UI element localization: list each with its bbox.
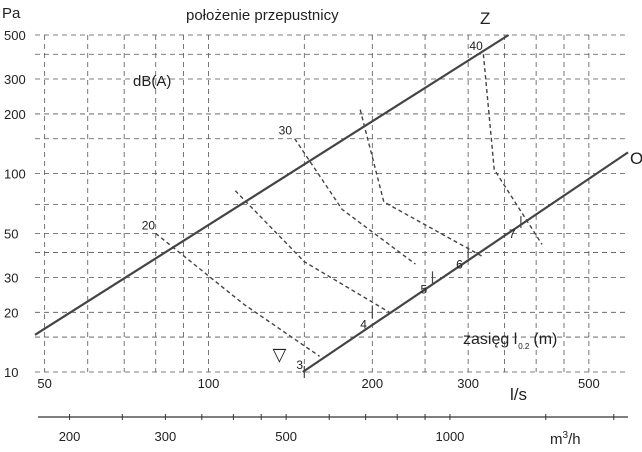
x2-tick-label: 200 [59,429,81,444]
noise-curve [482,54,543,245]
y-tick-label: 500 [4,28,26,43]
damper-lines [34,34,629,420]
throw-label-subscript: 0.2 [518,342,530,351]
throw-mark-label: 3 [296,358,303,372]
y-tick-label: 100 [4,167,26,182]
damper-line [302,151,629,373]
noise-curve-label: 40 [469,39,483,53]
noise-curve-label: 20 [142,218,156,232]
throw-label-text: zasięg l [463,331,517,348]
grid [35,34,628,373]
x2-axis-title: m3/h [550,430,581,448]
x-tick-label: 500 [578,376,600,391]
x2-tick-label: 500 [275,429,297,444]
noise-curve [294,138,416,265]
y-tick-label: 20 [4,305,18,320]
y-tick-label: 300 [4,72,26,87]
throw-mark-label: 4 [360,317,367,331]
throw-mark-label: 5 [420,282,427,296]
throw-mark-label: 7 [509,227,516,241]
x2-axis-title-sup: 3 [563,430,569,441]
x2-tick-label: 1000 [435,429,464,444]
noise-curve-interior [234,190,390,313]
throw-label: zasięg l0.2 (m) [463,331,557,351]
x-tick-label: 200 [361,376,383,391]
y-tick-label: 200 [4,107,26,122]
x2-tick-label: 300 [155,429,177,444]
x-tick-label: 100 [198,376,220,391]
noise-curve-label: 30 [279,124,293,138]
marker-triangle-icon: ▽ [272,344,286,364]
noise-curve [155,232,320,357]
y-tick-label: 10 [4,365,18,380]
x2-axis-title-rest: /h [568,431,581,448]
y-tick-label: 30 [4,270,18,285]
damper-label-o: O [630,149,642,168]
throw-label-unit: (m) [533,331,557,348]
throw-mark-label: 6 [456,258,463,272]
noise-curve-interior [359,109,484,258]
noise-label: dB(A) [133,73,171,90]
x-tick-label: 50 [37,376,51,391]
y-axis-title: Pa [2,5,21,22]
chart-title: położenie przepustnicy [186,7,339,24]
damper-line [34,34,510,336]
damper-label-z: Z [480,9,490,28]
noise-curves [155,54,543,357]
x-axis-title: l/s [510,385,527,404]
y-tick-label: 50 [4,226,18,241]
x-tick-label: 300 [457,376,479,391]
